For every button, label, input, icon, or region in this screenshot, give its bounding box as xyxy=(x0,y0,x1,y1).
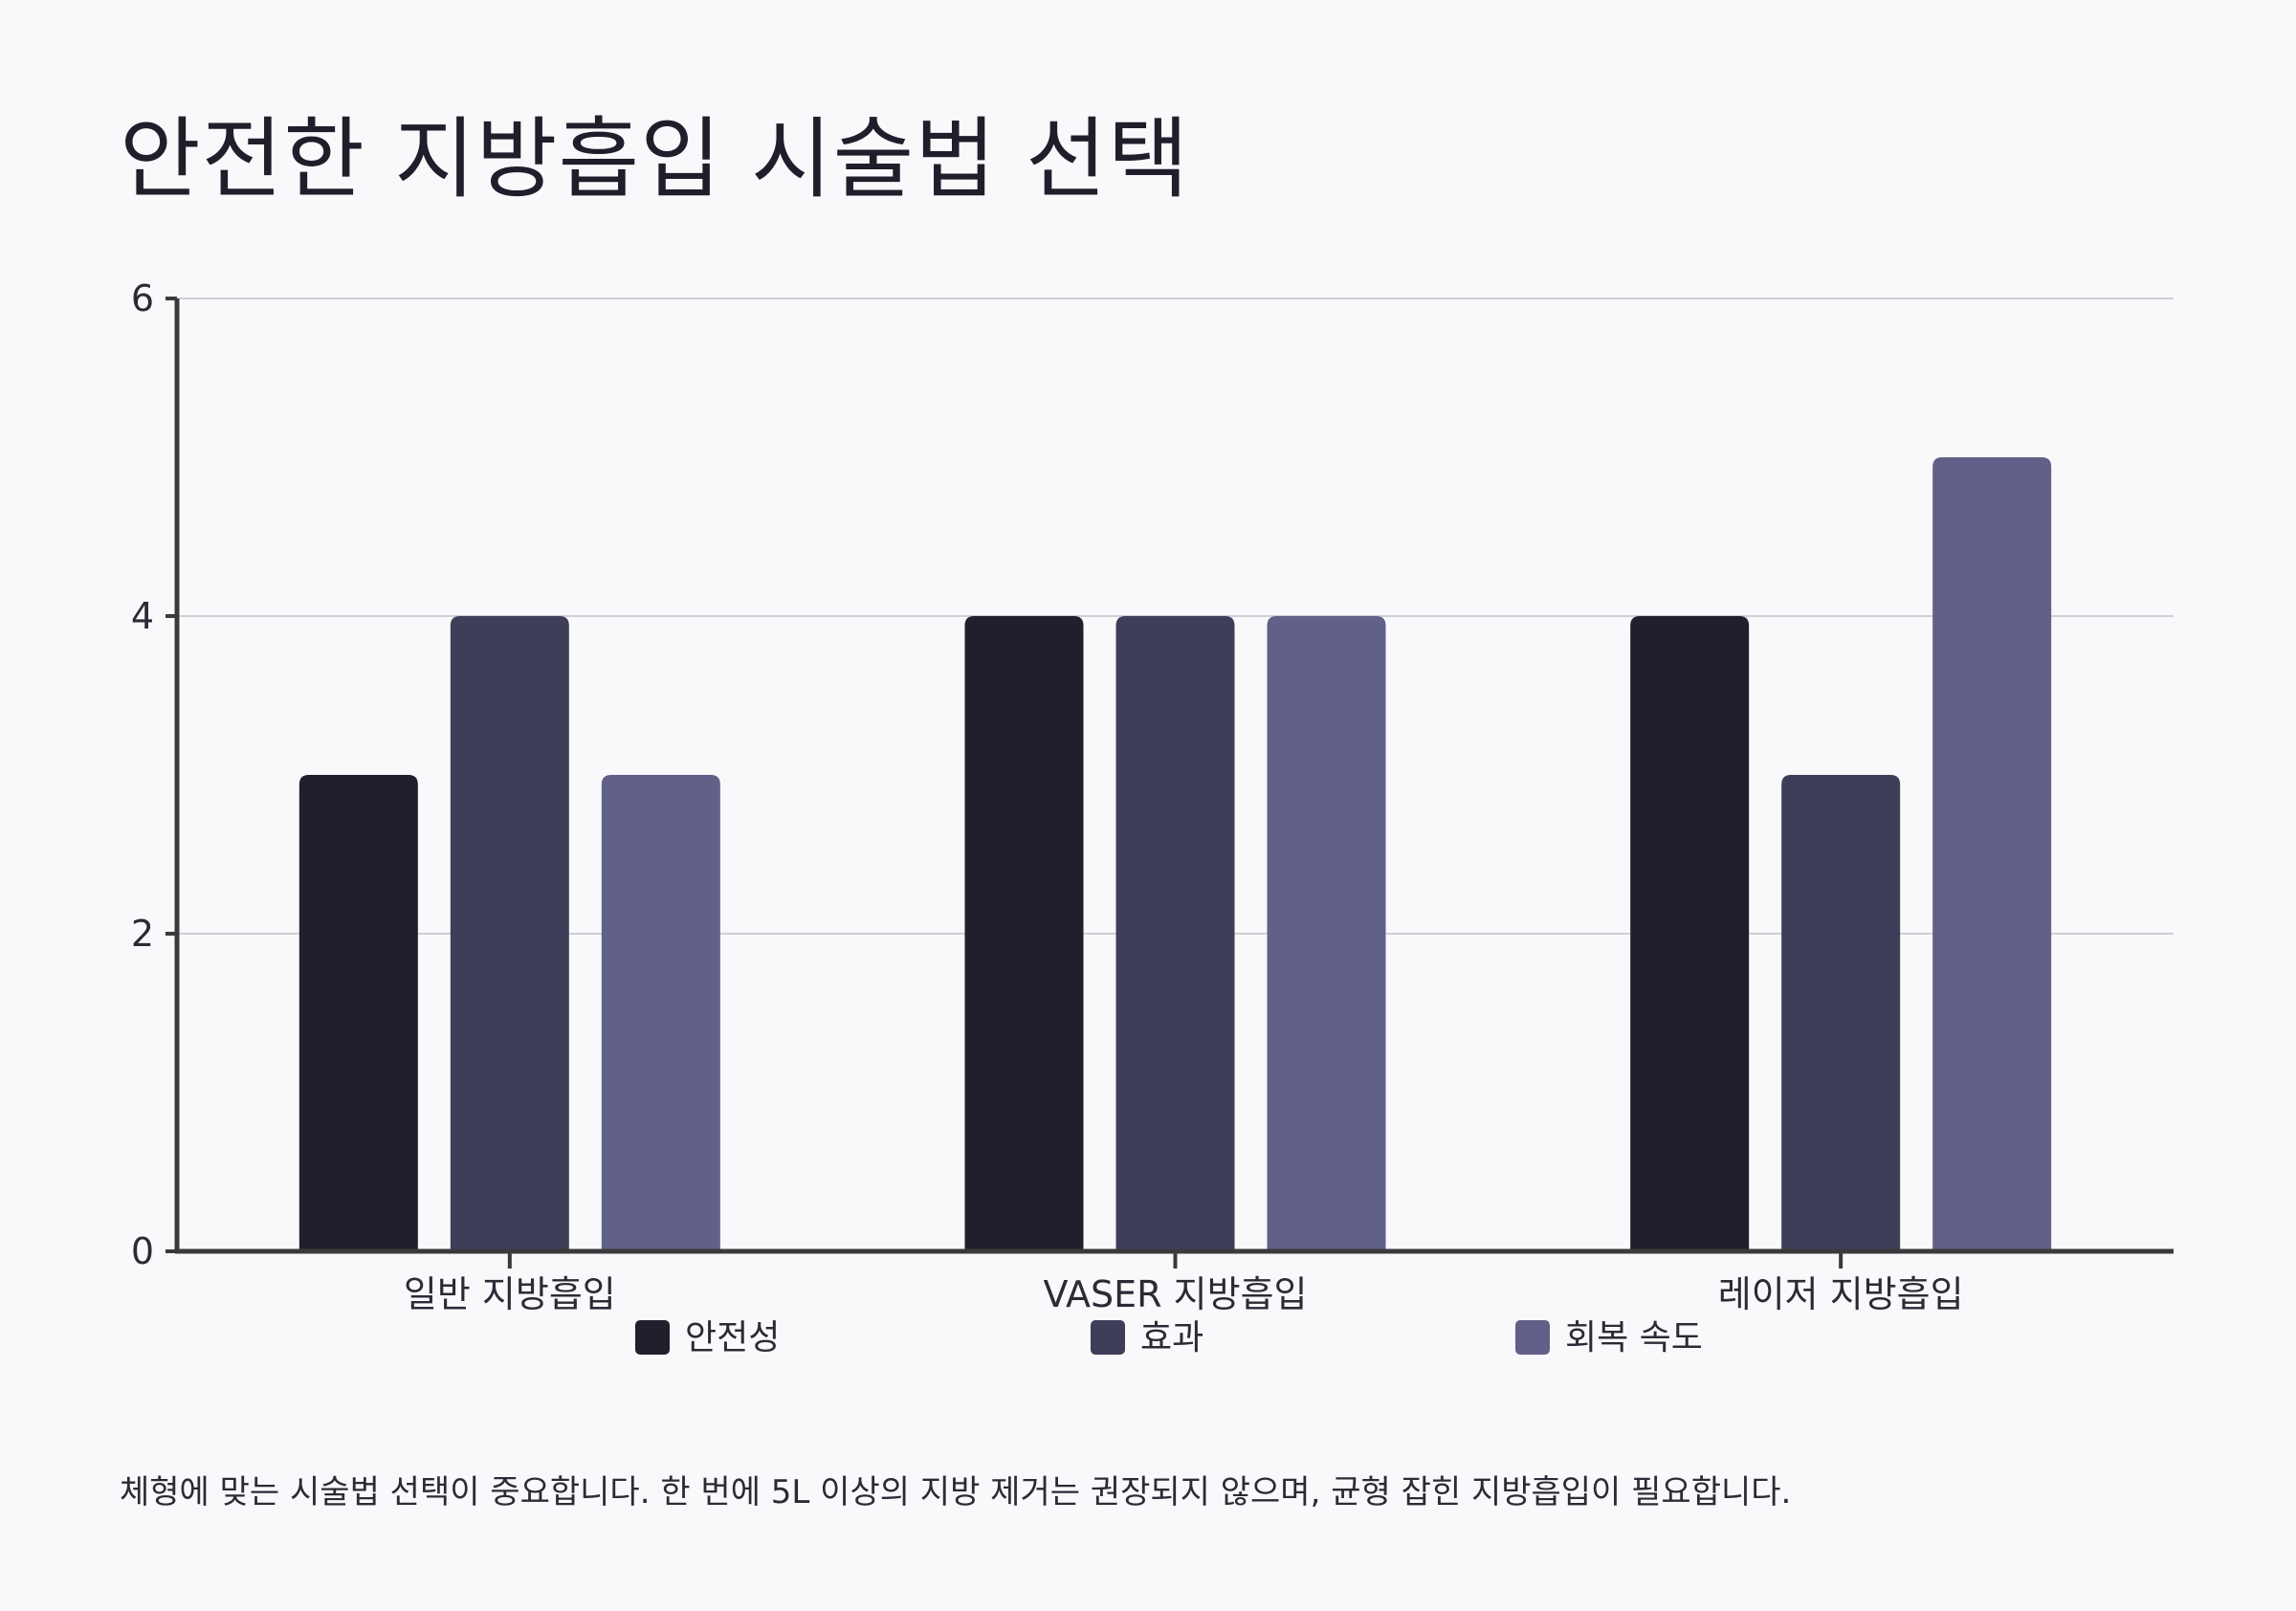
legend-swatch xyxy=(635,1320,670,1355)
legend: 안전성 효과 회복 속도 xyxy=(635,1318,1703,1357)
bar xyxy=(298,775,418,1251)
x-tick-label: 일반 지방흡입 xyxy=(404,1273,616,1315)
legend-label: 효과 xyxy=(1140,1318,1203,1357)
bar xyxy=(964,616,1084,1251)
y-tick-label: 6 xyxy=(131,277,154,320)
bar xyxy=(1630,616,1750,1251)
footnote: 체형에 맞는 시술법 선택이 중요합니다. 한 번에 5L 이상의 지방 제거는… xyxy=(120,1473,1792,1512)
legend-swatch xyxy=(1091,1320,1125,1355)
bar xyxy=(601,775,720,1251)
legend-label: 회복 속도 xyxy=(1565,1318,1703,1357)
bar xyxy=(1932,457,2052,1251)
bar xyxy=(1115,616,1235,1251)
legend-label: 안전성 xyxy=(685,1318,780,1357)
x-tick-label: 레이저 지방흡입 xyxy=(1718,1273,1964,1315)
chart-title: 안전한 지방흡입 시술법 선택 xyxy=(120,108,1190,210)
y-tick-label: 0 xyxy=(131,1230,154,1272)
x-tick-label: VASER 지방흡입 xyxy=(1043,1273,1307,1315)
bar xyxy=(1267,616,1386,1251)
bar xyxy=(1781,775,1901,1251)
axes: 0 2 4 6 일반 지방흡입 VASER 지방흡입 레이저 지방흡입 xyxy=(131,277,2174,1315)
y-tick-label: 2 xyxy=(131,913,154,955)
y-tick-label: 4 xyxy=(131,595,154,637)
bars xyxy=(298,457,2052,1251)
legend-swatch xyxy=(1515,1320,1550,1355)
bar xyxy=(450,616,569,1251)
